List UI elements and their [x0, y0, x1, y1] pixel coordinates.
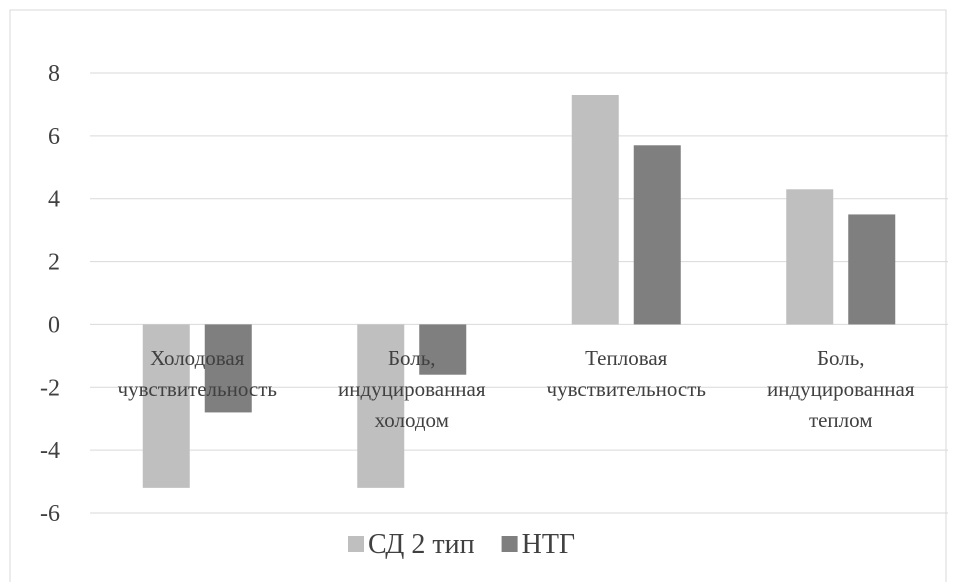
bar	[204, 324, 252, 413]
category-label: Боль, индуцированная теплом	[767, 346, 915, 432]
category-labels: Холодовая чувствительность Боль, индуцирова…	[118, 346, 915, 432]
category-label-line: холодом	[375, 408, 449, 432]
category-label-line: Боль,	[817, 346, 865, 370]
legend-swatch	[348, 536, 364, 552]
y-tick-label: 4	[48, 187, 60, 213]
category-label-line: чувствительность	[118, 377, 277, 401]
legend: СД 2 тип НТГ	[348, 529, 575, 560]
legend-swatch	[501, 536, 518, 552]
legend-label: НТГ	[522, 529, 576, 560]
category-label: Холодовая чувствительность	[118, 346, 277, 401]
category-label: Тепловая чувствительность	[547, 346, 706, 401]
y-tick-label: -4	[40, 438, 60, 464]
bar	[633, 145, 681, 325]
y-tick-label: 0	[48, 312, 60, 338]
category-label-line: Боль,	[388, 346, 436, 370]
bar	[142, 324, 190, 488]
bar	[848, 214, 896, 325]
category-label: Боль, индуцированная холодом	[338, 346, 486, 432]
category-label-line: Холодовая	[150, 346, 245, 370]
bar	[419, 324, 467, 375]
y-tick-label: -2	[40, 375, 60, 401]
y-tick-label: -6	[40, 501, 60, 527]
y-tick-label: 2	[48, 250, 60, 276]
category-label-line: Тепловая	[585, 346, 668, 370]
bar	[571, 95, 619, 325]
category-label-line: чувствительность	[547, 377, 706, 401]
y-tick-label: 6	[48, 124, 60, 150]
gridlines	[90, 72, 948, 514]
category-label-line: теплом	[809, 408, 873, 432]
bar	[357, 324, 405, 488]
y-tick-label: 8	[48, 61, 60, 87]
bar	[786, 189, 834, 325]
y-axis-ticks: 8 6 4 2 0 -2 -4 -6	[40, 61, 60, 527]
bars	[142, 95, 896, 488]
legend-label: СД 2 тип	[368, 529, 475, 560]
category-label-line: индуцированная	[767, 377, 915, 401]
category-label-line: индуцированная	[338, 377, 486, 401]
